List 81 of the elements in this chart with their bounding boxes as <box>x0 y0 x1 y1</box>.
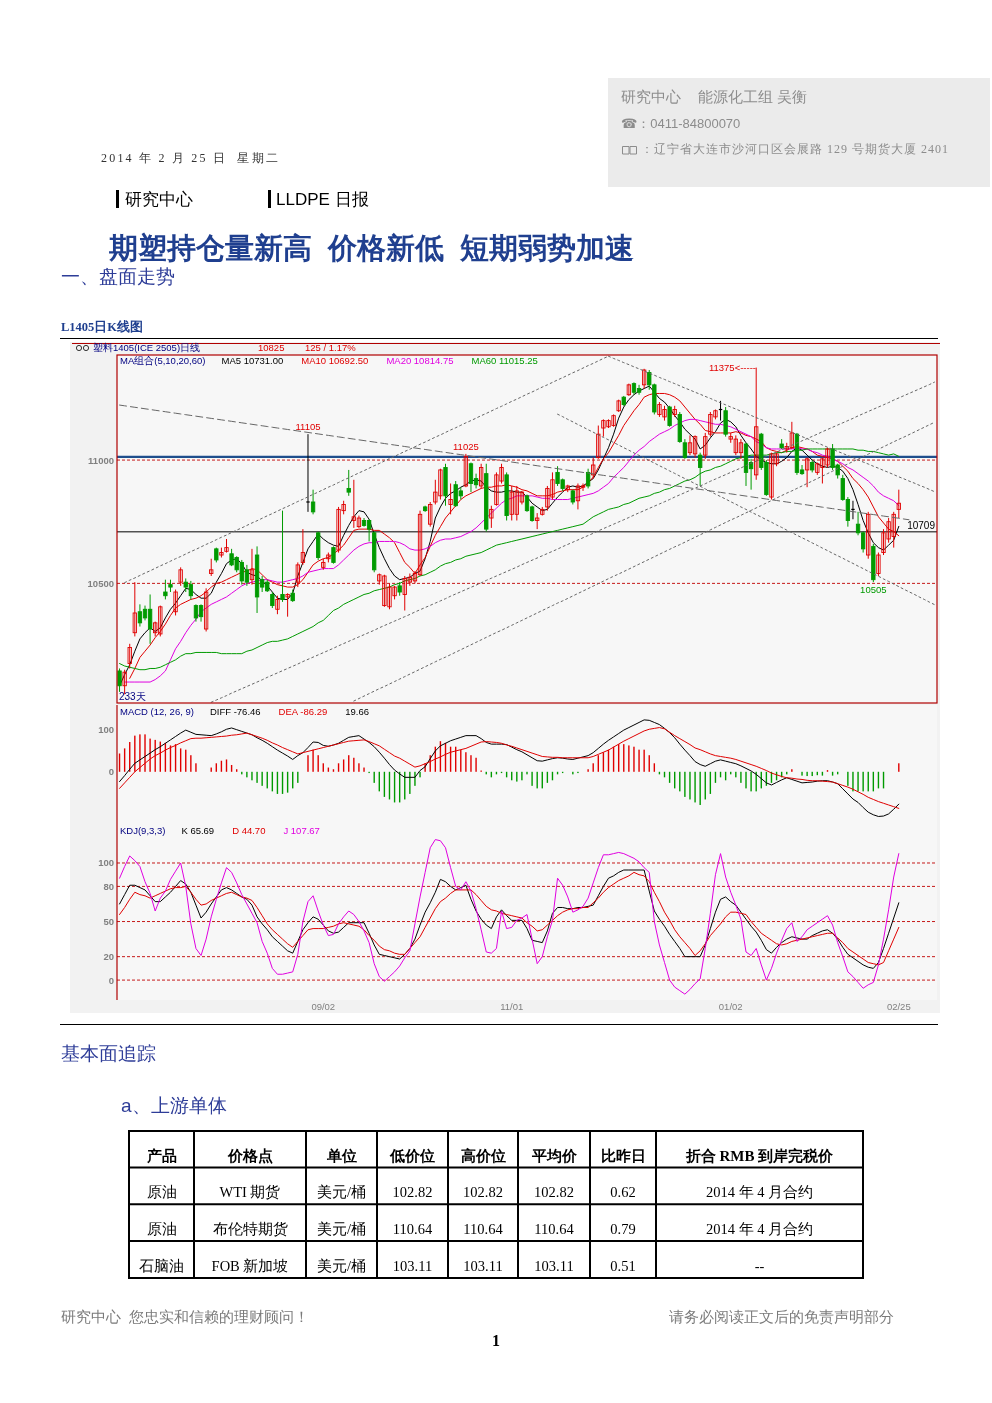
text: 0.51 <box>610 1257 636 1274</box>
category-label: 折合 RMB 到岸完税价 <box>684 1146 835 1164</box>
y-tick-label: 100 <box>98 723 114 735</box>
text: 110.64 <box>392 1221 433 1238</box>
text: 0.62 <box>610 1184 636 1201</box>
annotation: 11025 <box>453 440 479 452</box>
annotation: 11105 <box>295 421 321 433</box>
text: 110.64 <box>534 1221 574 1238</box>
legend-title: KDJ(9,3,3) <box>120 825 166 836</box>
text: 一、盘面走势 <box>61 266 175 287</box>
text: 103.11 <box>392 1257 433 1274</box>
text: 基本面追踪 <box>61 1043 156 1064</box>
text: 研究中心 <box>125 190 193 209</box>
text: 125 / 1.17% <box>305 342 357 353</box>
text: WTI 期货 <box>219 1184 281 1201</box>
text: 2014 年 4 月合约 <box>705 1184 814 1201</box>
x-tick-label: 01/02 <box>718 1001 743 1012</box>
text: 美元/桶 <box>316 1221 367 1238</box>
text: 美元/桶 <box>316 1257 367 1274</box>
text: 研究中心 您忠实和信赖的理财顾问！ <box>61 1308 310 1325</box>
category-label: 价格点 <box>226 1147 273 1164</box>
text: 2014 年 2 月 25 日 星期二 <box>101 151 280 165</box>
y-tick-label: 50 <box>103 916 114 928</box>
text: 研究中心 能源化工组 吴衡 <box>621 88 807 105</box>
text: DEA -86.29 <box>278 706 328 717</box>
text: 103.11 <box>534 1257 574 1274</box>
text: 10825 <box>258 342 285 353</box>
text: LLDPE 日报 <box>276 190 369 209</box>
text: MA60 11015.25 <box>471 355 538 366</box>
text: 102.82 <box>463 1184 503 1201</box>
text: 石脑油 <box>139 1257 184 1274</box>
text: ：辽宁省大连市沙河口区会展路 129 号期货大厦 2401 <box>641 142 949 156</box>
category-label: 比昨日 <box>600 1147 646 1164</box>
text: K 65.69 <box>181 825 215 836</box>
annotation: 10505 <box>860 584 887 596</box>
text: 请务必阅读正文后的免责声明部分 <box>669 1308 894 1325</box>
text: 原油 <box>146 1184 177 1201</box>
series-label: DIFF -76.46 <box>209 706 261 717</box>
text: -- <box>754 1257 765 1274</box>
text: D 44.70 <box>232 825 266 836</box>
text: 103.11 <box>463 1257 503 1274</box>
y-tick-label: 11000 <box>88 454 114 466</box>
text: 塑料1405(ICE 2505)日线 <box>93 342 201 353</box>
text: 102.82 <box>534 1184 574 1201</box>
legend-title: MA组合(5,10,20,60) <box>120 355 206 366</box>
text: 102.82 <box>392 1184 433 1201</box>
annotation: 11375<----- <box>708 362 756 373</box>
text: FOB 新加坡 <box>211 1257 289 1274</box>
text: MA5 10731.00 <box>221 355 284 366</box>
category-label: 低价位 <box>389 1147 435 1164</box>
annotation: 19.66 <box>345 706 369 717</box>
text: ☎：0411-84800070 <box>621 116 741 131</box>
x-tick-label: 11/01 <box>500 1001 524 1012</box>
text: 0.79 <box>610 1221 636 1238</box>
y-tick-label: 0 <box>108 766 114 778</box>
y-tick-label: 100 <box>98 857 114 869</box>
text: 110.64 <box>463 1221 503 1238</box>
annotation: 233天 <box>119 691 146 702</box>
legend-title: MACD (12, 26, 9) <box>120 706 194 717</box>
chart-subtitle: L1405日K线图 <box>61 320 144 334</box>
text: 原油 <box>146 1221 177 1238</box>
annotation: 10709 <box>907 519 936 531</box>
x-tick-label: 09/02 <box>311 1001 336 1012</box>
text: 美元/桶 <box>316 1184 367 1201</box>
chart-title: 期塑持仓量新高 价格新低 短期弱势加速 <box>108 232 634 264</box>
text: 布伦特期货 <box>212 1221 288 1238</box>
category-label: 高价位 <box>460 1146 506 1164</box>
text: MA10 10692.50 <box>301 355 369 366</box>
y-tick-label: 20 <box>103 951 114 963</box>
text: MA20 10814.75 <box>386 355 454 366</box>
text: J 107.67 <box>283 825 320 836</box>
category-label: 平均价 <box>530 1147 578 1164</box>
y-tick-label: 0 <box>108 974 114 986</box>
category-label: 单位 <box>325 1147 357 1164</box>
category-label: 产品 <box>145 1147 177 1164</box>
text: 1 <box>492 1332 500 1349</box>
y-tick-label: 80 <box>103 880 114 892</box>
text: 2014 年 4 月合约 <box>705 1221 814 1238</box>
x-tick-label: 02/25 <box>886 1001 911 1012</box>
y-tick-label: 10500 <box>87 577 114 589</box>
text: a、上游单体 <box>121 1095 227 1116</box>
